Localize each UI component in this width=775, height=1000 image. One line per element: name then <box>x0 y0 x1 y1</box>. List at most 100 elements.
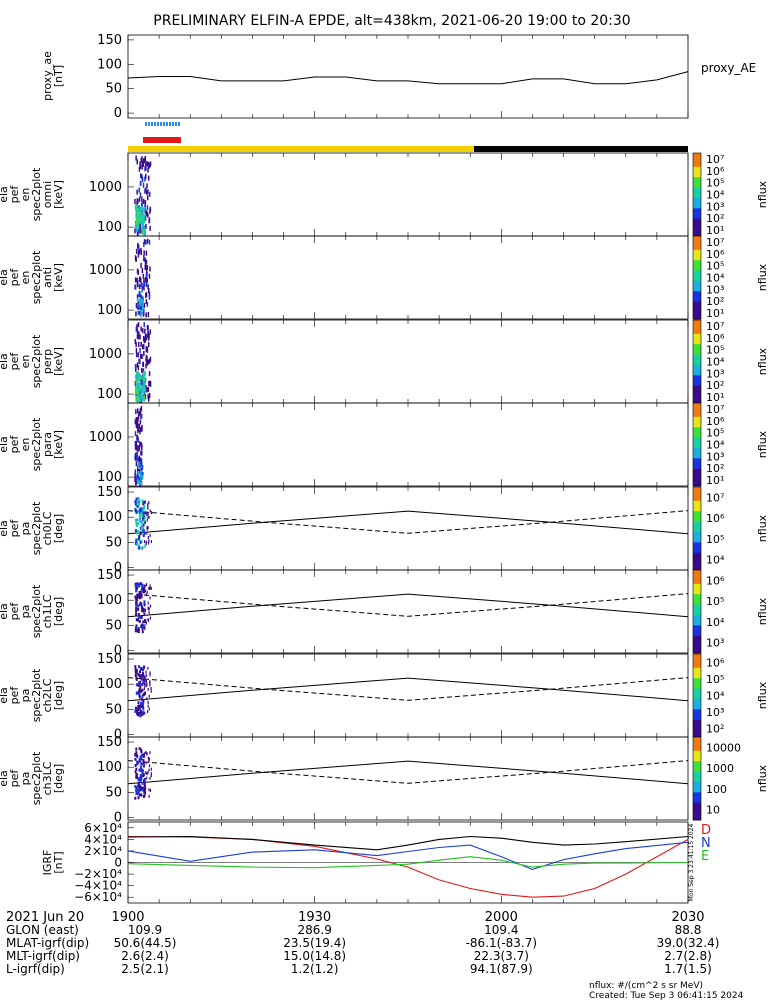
pitch-panel-3-pixel <box>142 705 145 709</box>
pitch-panel-1-pixel <box>139 540 142 544</box>
energy-panel-4-pixel <box>134 469 137 475</box>
pitch-panel-3-loss-cone-line <box>127 677 689 702</box>
sampling-tick <box>151 122 153 126</box>
energy-panel-3-pixel <box>148 342 150 348</box>
pitch-panel-4-pixel <box>138 786 141 790</box>
pitch-panel-4-colorbar-segment <box>693 781 701 786</box>
energy-panel-1-colorbar-label: nflux <box>756 180 769 208</box>
energy-panel-4-colorbar-segment <box>693 468 701 473</box>
pitch-panel-1-colorbar-segment <box>693 500 701 505</box>
energy-panel-3-pixel <box>141 379 143 385</box>
pitch-panel-3-pixel <box>138 692 141 696</box>
energy-panel-3-pixel <box>148 371 151 377</box>
pitch-panel-4-pixel <box>134 757 137 761</box>
energy-panel-1-colorbar-segment <box>693 222 701 227</box>
pitch-panel-1-pixel <box>135 504 138 508</box>
energy-panel-4-colorbar-segment <box>693 461 701 466</box>
energy-panel-3-pixel <box>138 358 141 364</box>
pitch-panel-4-ylabel-line: pa <box>19 772 32 786</box>
pitch-panel-1-pixel <box>147 506 149 510</box>
energy-panel-4-colorbar-tick-label: 10² <box>706 462 724 475</box>
pitch-panel-3-colorbar-segment <box>693 705 701 710</box>
pitch-panel-2-colorbar-segment <box>693 573 701 578</box>
energy-panel-4-pixel <box>142 474 144 479</box>
energy-panel-1-pixel <box>146 205 149 211</box>
energy-panel-1-colorbar-segment <box>693 177 701 182</box>
pitch-panel-3-colorbar-segment <box>693 692 701 696</box>
energy-panel-2-pixel <box>149 266 151 272</box>
energy-panel-3-pixel <box>137 352 140 358</box>
pitch-panel-4-colorbar-segment <box>693 785 701 790</box>
pitch-panel-3-pixel <box>138 665 140 669</box>
pitch-panel-4-pixel <box>149 788 152 792</box>
pitch-panel-3-pixel <box>139 689 142 693</box>
energy-panel-2-colorbar-segment <box>693 270 701 275</box>
energy-panel-2-pixel <box>140 281 142 287</box>
energy-panel-2-pixel <box>136 294 139 300</box>
energy-panel-3-pixel <box>138 331 140 337</box>
pitch-panel-2-pixel <box>137 604 140 608</box>
energy-panel-2-pixel <box>139 276 141 282</box>
energy-panel-2-pixel <box>143 242 145 247</box>
pitch-panel-2-pixel <box>143 600 146 604</box>
pitch-panel-3-pixel <box>138 690 141 694</box>
energy-panel-1-pixel <box>139 192 142 198</box>
pitch-panel-1-pixel <box>146 526 148 530</box>
pitch-panel-1-pixel <box>146 531 148 535</box>
igrf-series-e <box>127 856 689 869</box>
energy-panel-1-pixel <box>142 214 145 219</box>
energy-panel-2-pixel <box>141 297 143 302</box>
energy-panel-3-pixel <box>140 390 143 395</box>
pitch-panel-4-pixel <box>137 784 139 788</box>
energy-panel-3-pixel <box>137 374 139 379</box>
pitch-panel-3-colorbar-segment <box>693 716 701 721</box>
pitch-panel-2-colorbar-segment <box>693 632 701 637</box>
footer-row-value: 1.7(1.5) <box>664 962 712 976</box>
plot-title: PRELIMINARY ELFIN-A EPDE, alt=438km, 202… <box>153 13 630 29</box>
pitch-panel-4-colorbar-segment <box>693 737 701 741</box>
footer-units-note: nflux: #/(cm^2 s sr MeV) <box>589 981 703 991</box>
footer-row-value: 39.0(32.4) <box>657 936 720 950</box>
pitch-panel-2-ytick-label: 0 <box>114 643 122 658</box>
pitch-panel-2-pixel <box>143 588 145 592</box>
energy-panel-2-pixel <box>140 310 143 315</box>
pitch-panel-2-colorbar-segment <box>693 649 701 654</box>
pitch-panel-2-colorbar-segment <box>693 580 701 585</box>
energy-panel-4-pixel <box>140 450 142 456</box>
energy-panel-3-pixel <box>149 356 152 362</box>
pitch-panel-4-pixel <box>140 769 143 773</box>
pitch-panel-1-frame <box>127 486 689 571</box>
energy-panel-4-colorbar-segment <box>693 454 701 459</box>
pitch-panel-2-colorbar-segment <box>693 614 701 619</box>
pitch-panel-1-pixel <box>136 542 138 546</box>
pitch-panel-2-pixel <box>136 582 139 586</box>
igrf-ytick-label: 0 <box>114 856 122 870</box>
footer-row-value: 2.6(2.4) <box>121 949 169 963</box>
pitch-panel-4-ytick-label: 100 <box>97 760 122 775</box>
energy-panel-2-pixel <box>145 277 147 282</box>
energy-panel-3-pixel <box>136 387 139 392</box>
energy-panel-2-pixel <box>148 291 151 297</box>
energy-panel-2-pixel <box>144 257 146 263</box>
energy-panel-2-pixel <box>141 286 143 292</box>
energy-panel-3-colorbar-segment <box>693 392 701 397</box>
pitch-panel-2-colorbar-segment <box>693 570 701 574</box>
pitch-panel-4-pixel <box>138 793 141 797</box>
pitch-panel-3-pixel <box>137 683 140 687</box>
energy-panel-4-ylabel-line: spec2plot <box>30 417 43 471</box>
pitch-panel-4-colorbar-segment <box>693 806 701 811</box>
pitch-panel-1-pixel <box>147 536 149 539</box>
energy-panel-2-pixel <box>137 243 139 249</box>
pitch-panel-1-pixel <box>138 534 141 538</box>
pitch-panel-3-pixel <box>137 712 140 715</box>
energy-panel-3-colorbar-segment <box>693 396 701 401</box>
pitch-panel-2-pixel <box>137 607 140 611</box>
pitch-panel-1-pixel <box>148 539 150 543</box>
pitch-panel-2-pixel <box>140 588 143 592</box>
pitch-panel-4-pixel <box>148 794 150 798</box>
pitch-panel-1-colorbar-segment <box>693 493 701 498</box>
pitch-panel-3-pixel <box>134 673 137 677</box>
igrf-ylabel-line: IGRF <box>41 850 54 876</box>
